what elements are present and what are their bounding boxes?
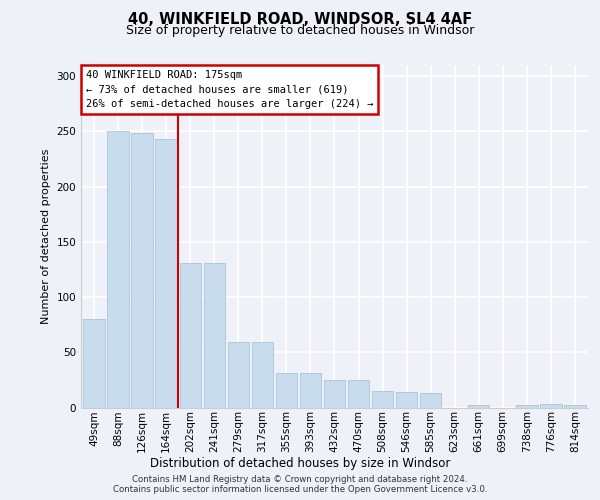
- Bar: [107, 132, 129, 407]
- Bar: [131, 134, 153, 407]
- Bar: [155, 139, 177, 407]
- Bar: [251, 342, 273, 407]
- Text: Contains HM Land Registry data © Crown copyright and database right 2024.: Contains HM Land Registry data © Crown c…: [132, 475, 468, 484]
- Bar: [83, 319, 105, 408]
- Bar: [516, 406, 538, 407]
- Text: 40 WINKFIELD ROAD: 175sqm
← 73% of detached houses are smaller (619)
26% of semi: 40 WINKFIELD ROAD: 175sqm ← 73% of detac…: [86, 70, 374, 109]
- Bar: [396, 392, 418, 407]
- Text: Contains public sector information licensed under the Open Government Licence v3: Contains public sector information licen…: [113, 484, 487, 494]
- Y-axis label: Number of detached properties: Number of detached properties: [41, 148, 51, 324]
- Bar: [348, 380, 370, 407]
- Bar: [323, 380, 346, 407]
- Bar: [540, 404, 562, 407]
- Text: Distribution of detached houses by size in Windsor: Distribution of detached houses by size …: [150, 458, 450, 470]
- Bar: [275, 373, 297, 408]
- Bar: [299, 373, 321, 408]
- Bar: [564, 406, 586, 407]
- Text: Size of property relative to detached houses in Windsor: Size of property relative to detached ho…: [126, 24, 474, 37]
- Bar: [227, 342, 249, 407]
- Bar: [420, 393, 442, 407]
- Text: 40, WINKFIELD ROAD, WINDSOR, SL4 4AF: 40, WINKFIELD ROAD, WINDSOR, SL4 4AF: [128, 12, 472, 28]
- Bar: [372, 391, 394, 407]
- Bar: [179, 263, 201, 408]
- Bar: [203, 263, 225, 408]
- Bar: [468, 406, 490, 407]
